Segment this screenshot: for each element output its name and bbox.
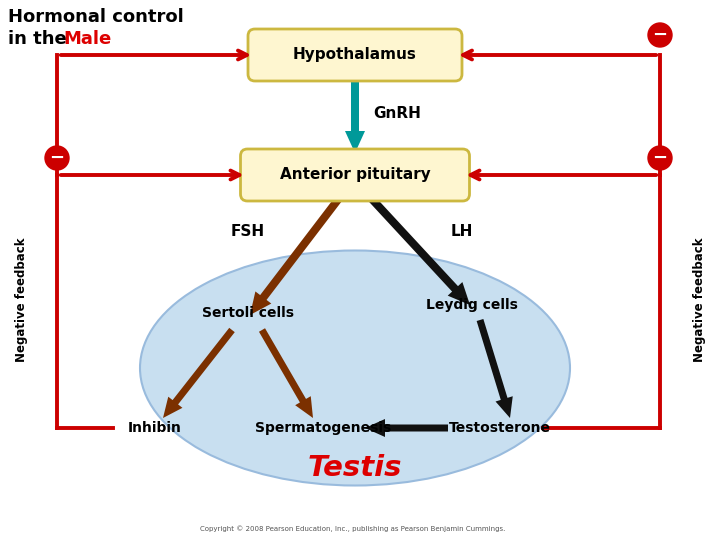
FancyBboxPatch shape [240, 149, 469, 201]
Text: Copyright © 2008 Pearson Education, Inc., publishing as Pearson Benjamin Cumming: Copyright © 2008 Pearson Education, Inc.… [200, 525, 505, 532]
Polygon shape [367, 194, 470, 305]
Text: Hypothalamus: Hypothalamus [293, 48, 417, 63]
Text: Anterior pituitary: Anterior pituitary [279, 167, 431, 183]
Text: Spermatogenesis: Spermatogenesis [255, 421, 391, 435]
Text: FSH: FSH [231, 225, 265, 240]
FancyBboxPatch shape [248, 29, 462, 81]
Text: Sertoli cells: Sertoli cells [202, 306, 294, 320]
Polygon shape [365, 419, 448, 437]
Circle shape [648, 146, 672, 170]
Polygon shape [163, 328, 235, 418]
Polygon shape [477, 319, 513, 418]
Circle shape [648, 23, 672, 47]
Text: Leydig cells: Leydig cells [426, 298, 518, 312]
Text: Testis: Testis [307, 454, 402, 482]
Text: in the: in the [8, 30, 73, 48]
Text: Testosterone: Testosterone [449, 421, 551, 435]
Text: GnRH: GnRH [373, 105, 421, 120]
Text: −: − [652, 149, 667, 167]
Text: Inhibin: Inhibin [128, 421, 182, 435]
Text: LH: LH [451, 225, 473, 240]
Circle shape [45, 146, 69, 170]
Text: Hormonal control: Hormonal control [8, 8, 184, 26]
Ellipse shape [140, 251, 570, 485]
Text: Male: Male [63, 30, 112, 48]
Text: Negative feedback: Negative feedback [16, 238, 29, 362]
Text: Negative feedback: Negative feedback [693, 238, 706, 362]
Polygon shape [250, 194, 343, 315]
Text: −: − [50, 149, 65, 167]
Polygon shape [259, 328, 313, 418]
Polygon shape [345, 77, 365, 153]
Text: −: − [652, 26, 667, 44]
